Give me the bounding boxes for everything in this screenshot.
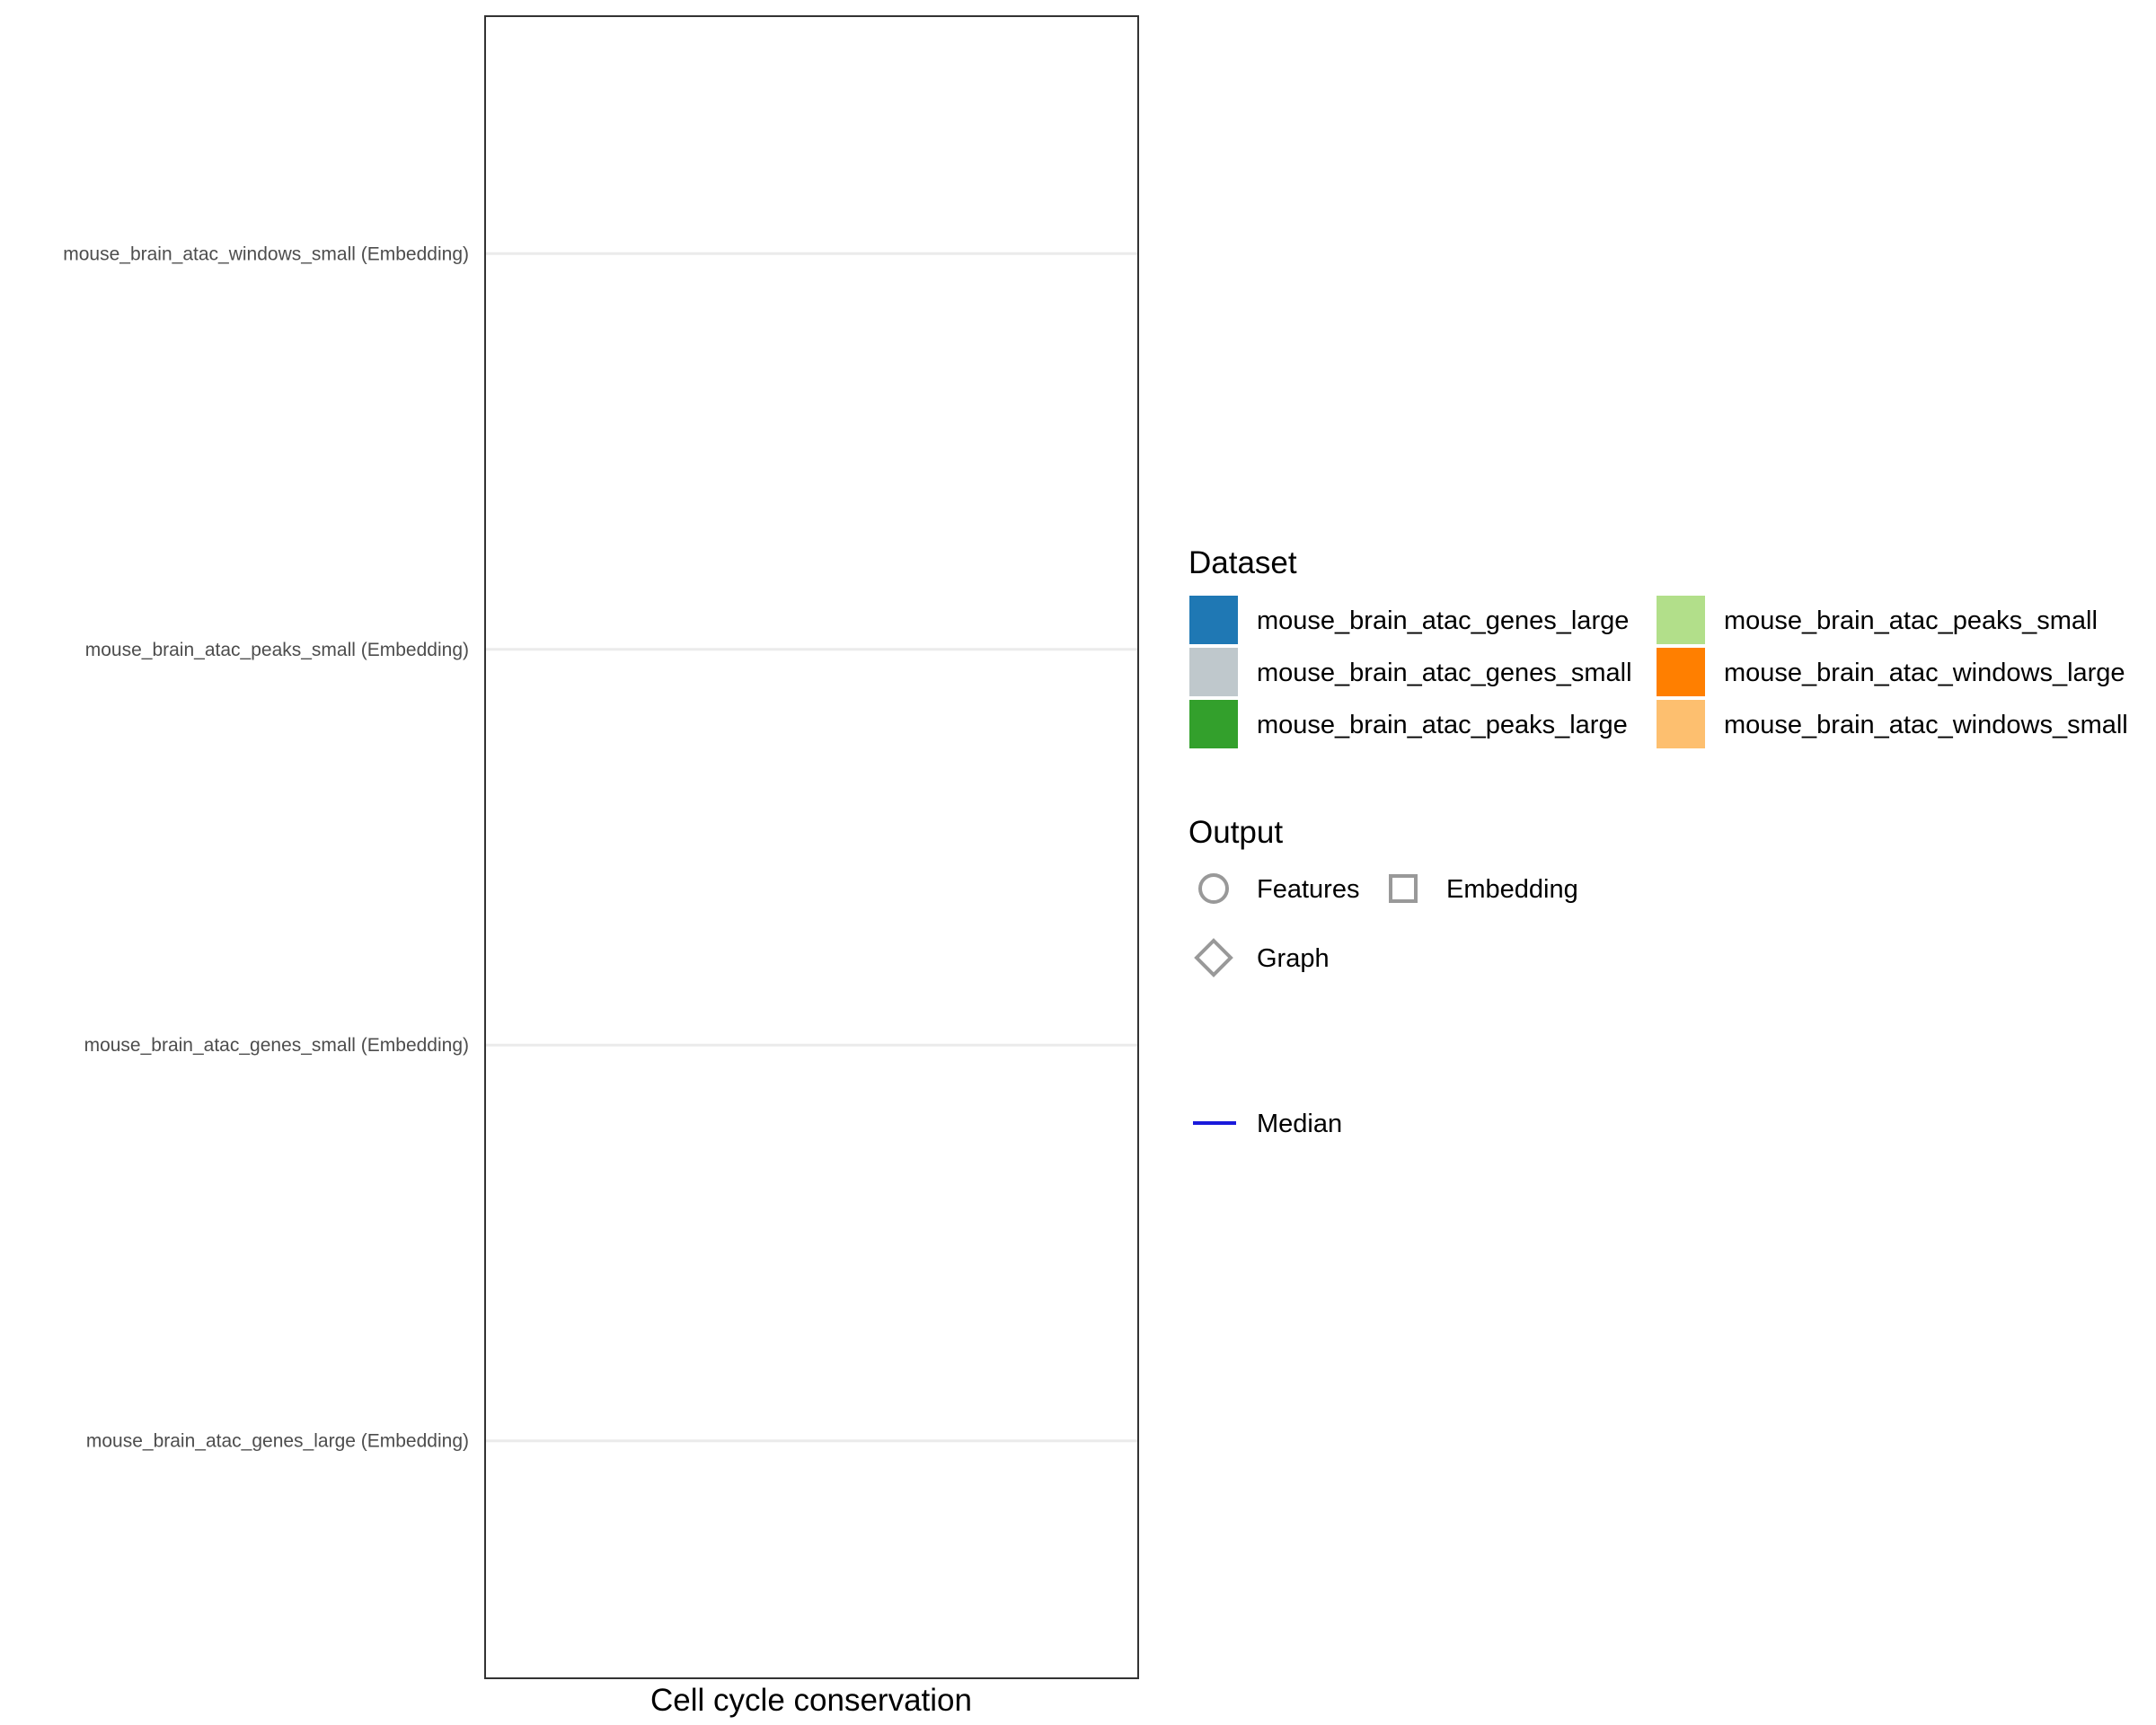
legend-swatch-5 — [1655, 698, 1707, 750]
legend-dataset-entries: mouse_brain_atac_genes_large mouse_brain_… — [1188, 594, 2128, 750]
legend-label-1: mouse_brain_atac_genes_small — [1257, 659, 1632, 687]
legend-shape-label-1: Embedding — [1446, 875, 1578, 904]
legend-label-2: mouse_brain_atac_peaks_large — [1257, 711, 1628, 739]
y-tick-label-1: mouse_brain_atac_genes_small (Embedding) — [84, 1035, 469, 1056]
legend-output-entries: Features Embedding Graph — [1194, 873, 1578, 978]
legend-swatch-1 — [1188, 646, 1240, 698]
legend-shape-label-2: Graph — [1257, 944, 1330, 973]
legend-shape-diamond-icon — [1194, 938, 1233, 978]
x-axis-title: Cell cycle conservation — [650, 1683, 972, 1718]
y-tick-label-3: mouse_brain_atac_windows_small (Embeddin… — [63, 243, 469, 264]
legend-median-label: Median — [1257, 1110, 1342, 1138]
legend-output-title: Output — [1188, 815, 1283, 850]
legend-label-5: mouse_brain_atac_windows_small — [1724, 711, 2128, 739]
y-tick-labels: mouse_brain_atac_genes_large (Embedding)… — [63, 243, 469, 1451]
legend-dataset: Dataset mouse_brain_atac_genes_largemous… — [1188, 545, 2128, 750]
legend-label-3: mouse_brain_atac_peaks_small — [1724, 606, 2098, 635]
legend-label-0: mouse_brain_atac_genes_large — [1257, 606, 1629, 635]
legend-median: Median — [1193, 1110, 1342, 1138]
legend-label-4: mouse_brain_atac_windows_large — [1724, 659, 2125, 687]
y-tick-label-2: mouse_brain_atac_peaks_small (Embedding) — [85, 640, 469, 660]
legend-shape-square-icon — [1389, 874, 1418, 903]
legend-dataset-title: Dataset — [1188, 545, 1297, 580]
grid-lines — [485, 252, 1138, 1443]
legend-swatch-3 — [1655, 594, 1707, 646]
legend-shape-circle-icon — [1198, 873, 1229, 904]
legend-output: Output Features Embedding Graph — [1188, 815, 1578, 978]
legend-swatch-4 — [1655, 646, 1707, 698]
y-tick-label-0: mouse_brain_atac_genes_large (Embedding) — [86, 1431, 469, 1452]
legend-swatch-2 — [1188, 698, 1240, 750]
plot-panel-border — [484, 15, 1139, 1679]
legend-shape-label-0: Features — [1257, 875, 1359, 904]
legend-swatch-0 — [1188, 594, 1240, 646]
